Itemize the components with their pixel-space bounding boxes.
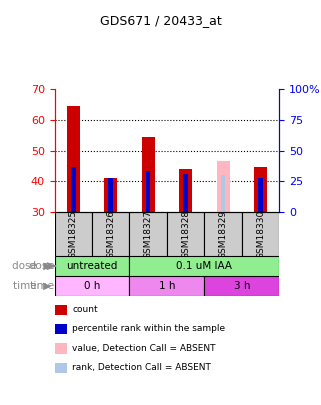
Bar [104,178,117,212]
Bar [204,276,279,296]
Text: GSM18329: GSM18329 [219,210,228,259]
Bar [67,106,80,212]
Bar [55,256,129,276]
Bar [179,169,192,212]
Bar [167,212,204,256]
Bar [71,168,75,212]
Text: GDS671 / 20433_at: GDS671 / 20433_at [100,14,221,27]
Text: rank, Detection Call = ABSENT: rank, Detection Call = ABSENT [72,363,211,372]
Text: value, Detection Call = ABSENT: value, Detection Call = ABSENT [72,344,216,353]
Bar [254,168,267,212]
Bar [146,171,151,212]
Text: time  ▶: time ▶ [13,281,51,291]
Text: 3 h: 3 h [234,281,250,291]
Bar [129,212,167,256]
Text: GSM18330: GSM18330 [256,209,265,259]
Bar [258,178,263,212]
Bar [129,256,279,276]
Text: percentile rank within the sample: percentile rank within the sample [72,324,225,333]
Text: 0.1 uM IAA: 0.1 uM IAA [176,261,232,271]
Text: dose  ▶: dose ▶ [12,261,51,271]
Bar [221,175,225,212]
Text: GSM18325: GSM18325 [69,210,78,259]
Bar [129,276,204,296]
Text: GSM18328: GSM18328 [181,210,190,259]
Bar [242,212,279,256]
Text: dose: dose [28,261,55,271]
Text: untreated: untreated [66,261,118,271]
Bar [92,212,129,256]
Text: GSM18327: GSM18327 [144,210,153,259]
Text: count: count [72,305,98,314]
Bar [55,212,92,256]
Text: GSM18326: GSM18326 [106,210,115,259]
Bar [217,161,230,212]
Text: 1 h: 1 h [159,281,175,291]
Bar [204,212,242,256]
Text: 0 h: 0 h [84,281,100,291]
Bar [142,137,155,212]
Text: time: time [29,281,55,291]
Bar [55,276,129,296]
Bar [183,174,188,212]
Bar [108,178,113,212]
